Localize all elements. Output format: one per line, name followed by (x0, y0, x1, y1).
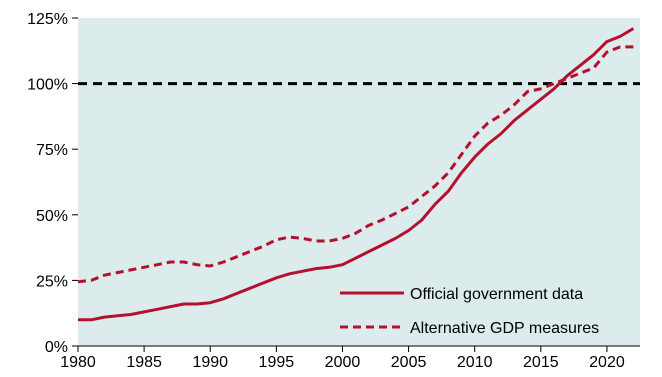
x-tick-label: 1985 (126, 354, 162, 371)
y-tick-label: 25% (36, 273, 68, 290)
y-axis: 0% 25% 50% 75% 100% 125% (27, 11, 78, 356)
y-tick-label: 75% (36, 142, 68, 159)
series-line-alternative-gdp (77, 45, 634, 284)
series-line-official-data (78, 27, 635, 322)
x-tick-label: 2020 (589, 354, 625, 371)
x-tick-label: 2010 (457, 354, 493, 371)
x-tick-label: 1990 (192, 354, 228, 371)
x-tick-label: 1980 (60, 354, 96, 371)
x-tick-label: 2015 (523, 354, 559, 371)
plot-area (78, 18, 640, 346)
legend-label: Official government data (410, 286, 583, 303)
x-tick-label: 2005 (391, 354, 427, 371)
legend: Official government data Alternative GDP … (340, 286, 599, 337)
y-tick-label: 50% (36, 208, 68, 225)
x-tick-label: 2000 (325, 354, 361, 371)
y-tick-label: 125% (27, 11, 68, 28)
legend-label: Alternative GDP measures (410, 320, 599, 337)
y-tick-label: 100% (27, 77, 68, 94)
y-tick-label: 0% (45, 339, 68, 356)
x-axis: 1980 1985 1990 1995 2000 2005 2010 2015 2020 (60, 345, 640, 371)
series-layer (77, 27, 635, 322)
x-tick-label: 1995 (259, 354, 295, 371)
